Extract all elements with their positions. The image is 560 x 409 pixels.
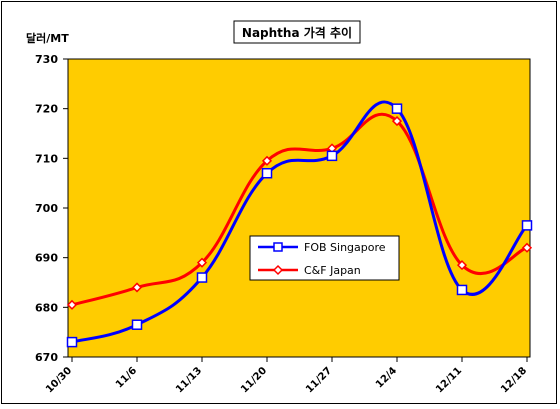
y-tick-label: 720 bbox=[35, 103, 58, 116]
x-tick-label: 12/4 bbox=[374, 365, 399, 390]
y-axis-ticks: 670 680 690 700 710 720 730 bbox=[35, 53, 68, 364]
legend-marker-cf-japan bbox=[272, 264, 284, 276]
data-point-cf-japan bbox=[391, 116, 403, 127]
data-point-cf-japan bbox=[261, 155, 273, 166]
data-point-cf-japan bbox=[196, 257, 208, 268]
data-point-cf-japan bbox=[66, 299, 78, 310]
chart-title: Naphtha 가격 추이 bbox=[242, 25, 352, 40]
x-tick-label: 12/18 bbox=[499, 365, 529, 395]
y-tick-label: 680 bbox=[35, 301, 58, 314]
legend: FOB Singapore C&F Japan bbox=[249, 235, 400, 281]
y-tick-label: 730 bbox=[35, 53, 58, 66]
legend-marker-fob-singapore bbox=[273, 242, 283, 252]
data-point-fob-singapore bbox=[196, 272, 208, 283]
data-point-cf-japan bbox=[131, 282, 143, 293]
x-tick-label: 11/27 bbox=[304, 365, 334, 395]
legend-label-fob-singapore: FOB Singapore bbox=[304, 241, 386, 254]
x-tick-label: 10/30 bbox=[44, 365, 74, 395]
title-box bbox=[233, 20, 361, 44]
data-point-fob-singapore bbox=[326, 150, 338, 162]
y-axis-unit-label: 달러/MT bbox=[26, 31, 69, 45]
data-point-fob-singapore bbox=[261, 167, 273, 179]
chart-frame: Naphtha 가격 추이 달러/MT 670 680 690 700 710 720 73… bbox=[1, 1, 557, 404]
x-tick-label: 12/11 bbox=[434, 365, 464, 395]
x-axis-ticks: 10/30 11/6 11/13 11/20 11/27 12/4 12/11 12/18 bbox=[44, 357, 529, 395]
x-tick-label: 11/6 bbox=[114, 365, 139, 390]
y-tick-label: 670 bbox=[35, 351, 58, 364]
data-point-fob-singapore bbox=[131, 319, 143, 330]
data-point-fob-singapore bbox=[521, 220, 533, 231]
data-point-cf-japan bbox=[456, 260, 468, 271]
data-point-fob-singapore bbox=[456, 284, 468, 296]
x-tick-label: 11/20 bbox=[239, 365, 269, 395]
plot-area bbox=[67, 58, 531, 358]
series-line-cf-japan bbox=[71, 112, 528, 307]
data-point-fob-singapore bbox=[66, 336, 78, 348]
legend-label-cf-japan: C&F Japan bbox=[304, 264, 361, 277]
y-tick-label: 690 bbox=[35, 252, 58, 265]
x-tick-label: 11/13 bbox=[174, 365, 204, 395]
y-tick-label: 710 bbox=[35, 152, 58, 165]
data-point-fob-singapore bbox=[391, 103, 403, 114]
series-markers bbox=[66, 103, 533, 348]
y-tick-label: 700 bbox=[35, 202, 58, 215]
data-point-cf-japan bbox=[521, 242, 533, 253]
